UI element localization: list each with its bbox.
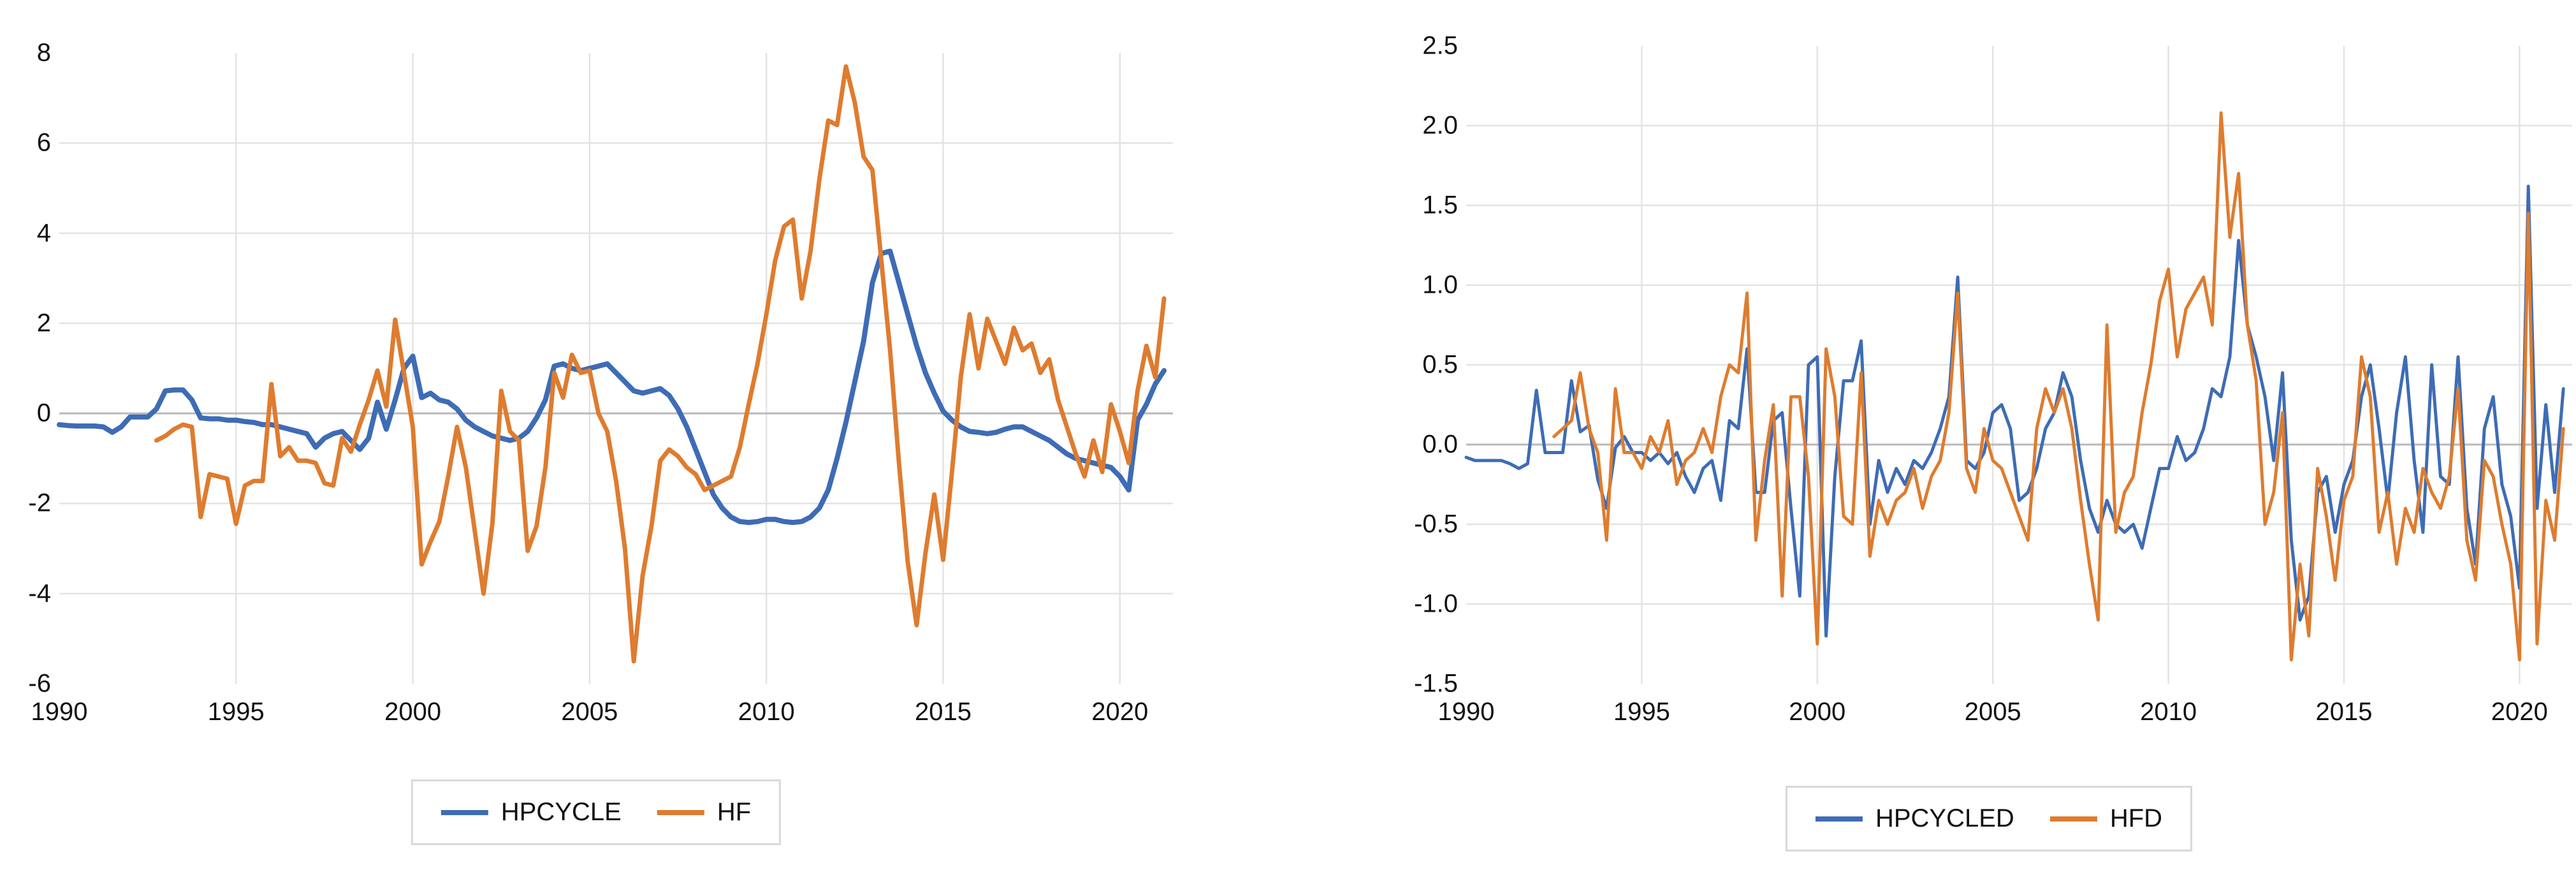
y-axis-tick-label: -0.5 — [1414, 510, 1458, 538]
x-axis-tick-label: 1990 — [31, 698, 88, 726]
x-axis-tick-label: 1995 — [1613, 698, 1670, 726]
x-axis-tick-label: 1995 — [207, 698, 265, 726]
y-axis-tick-label: 4 — [36, 219, 51, 247]
y-axis-tick-label: -2 — [28, 489, 51, 517]
y-axis-tick-label: 2 — [36, 309, 51, 337]
hpcycled-line-swatch-icon — [1815, 816, 1863, 822]
x-axis-tick-label: 2020 — [2491, 698, 2548, 726]
series-line-hf — [154, 64, 1167, 664]
hf-line-swatch-icon — [657, 809, 704, 815]
legend-item-hf[interactable]: HF — [657, 798, 751, 827]
x-axis-tick-label: 2015 — [2315, 698, 2373, 726]
x-axis-tick-label: 2005 — [561, 698, 618, 726]
x-axis-tick-label: 2005 — [1964, 698, 2021, 726]
y-axis-tick-label: 0.0 — [1422, 430, 1458, 459]
y-axis-tick-label: -6 — [28, 669, 51, 698]
legend-label-hpcycle: HPCYCLE — [500, 798, 622, 826]
hfd-line-swatch-icon — [2049, 816, 2097, 822]
legend-label-hpcycled: HPCYCLED — [1875, 804, 2014, 832]
x-axis-tick-label: 2010 — [2140, 698, 2197, 726]
series-line-hpcycled — [1464, 184, 2565, 638]
y-axis-tick-label: -1.0 — [1414, 589, 1458, 618]
legend-label-hf: HF — [717, 798, 752, 826]
y-axis-tick-label: -4 — [28, 579, 51, 608]
y-axis-tick-label: 0.5 — [1422, 350, 1458, 379]
y-axis-tick-label: 0 — [36, 399, 51, 427]
y-axis-tick-label: -1.5 — [1414, 669, 1458, 698]
x-axis-tick-label: 2015 — [915, 698, 971, 726]
y-axis-tick-label: 2.5 — [1422, 31, 1458, 60]
legend-item-hpcycled[interactable]: HPCYCLED — [1815, 804, 2014, 833]
x-axis-tick-label: 2000 — [384, 698, 442, 726]
y-axis-tick-label: 1.5 — [1422, 191, 1458, 219]
x-axis-tick-label: 2000 — [1789, 698, 1846, 726]
x-axis-tick-label: 2020 — [1091, 698, 1149, 726]
y-axis-tick-label: 1.0 — [1422, 270, 1458, 299]
series-line-hpcycle — [57, 248, 1167, 526]
x-axis-tick-label: 2010 — [738, 698, 795, 726]
series-line-hfd — [1552, 111, 2565, 661]
x-axis-tick-label: 1990 — [1437, 698, 1495, 726]
legend-item-hpcycle[interactable]: HPCYCLE — [440, 798, 622, 827]
legend-differences: HPCYCLED HFD — [1785, 786, 2193, 852]
y-axis-tick-label: 8 — [36, 38, 51, 67]
legend-label-hfd: HFD — [2109, 804, 2163, 832]
hpcycle-line-swatch-icon — [440, 809, 488, 815]
y-axis-tick-label: 6 — [36, 128, 51, 157]
chart-panel-levels: 8 6 4 2 0 -2 -4 -6 1990 1995 2000 2005 2010 2015 2020 … — [28, 39, 1173, 845]
y-axis-tick-label: 2.0 — [1422, 111, 1458, 140]
legend-item-hfd[interactable]: HFD — [2049, 804, 2163, 833]
legend-levels: HPCYCLE HF — [411, 779, 782, 845]
